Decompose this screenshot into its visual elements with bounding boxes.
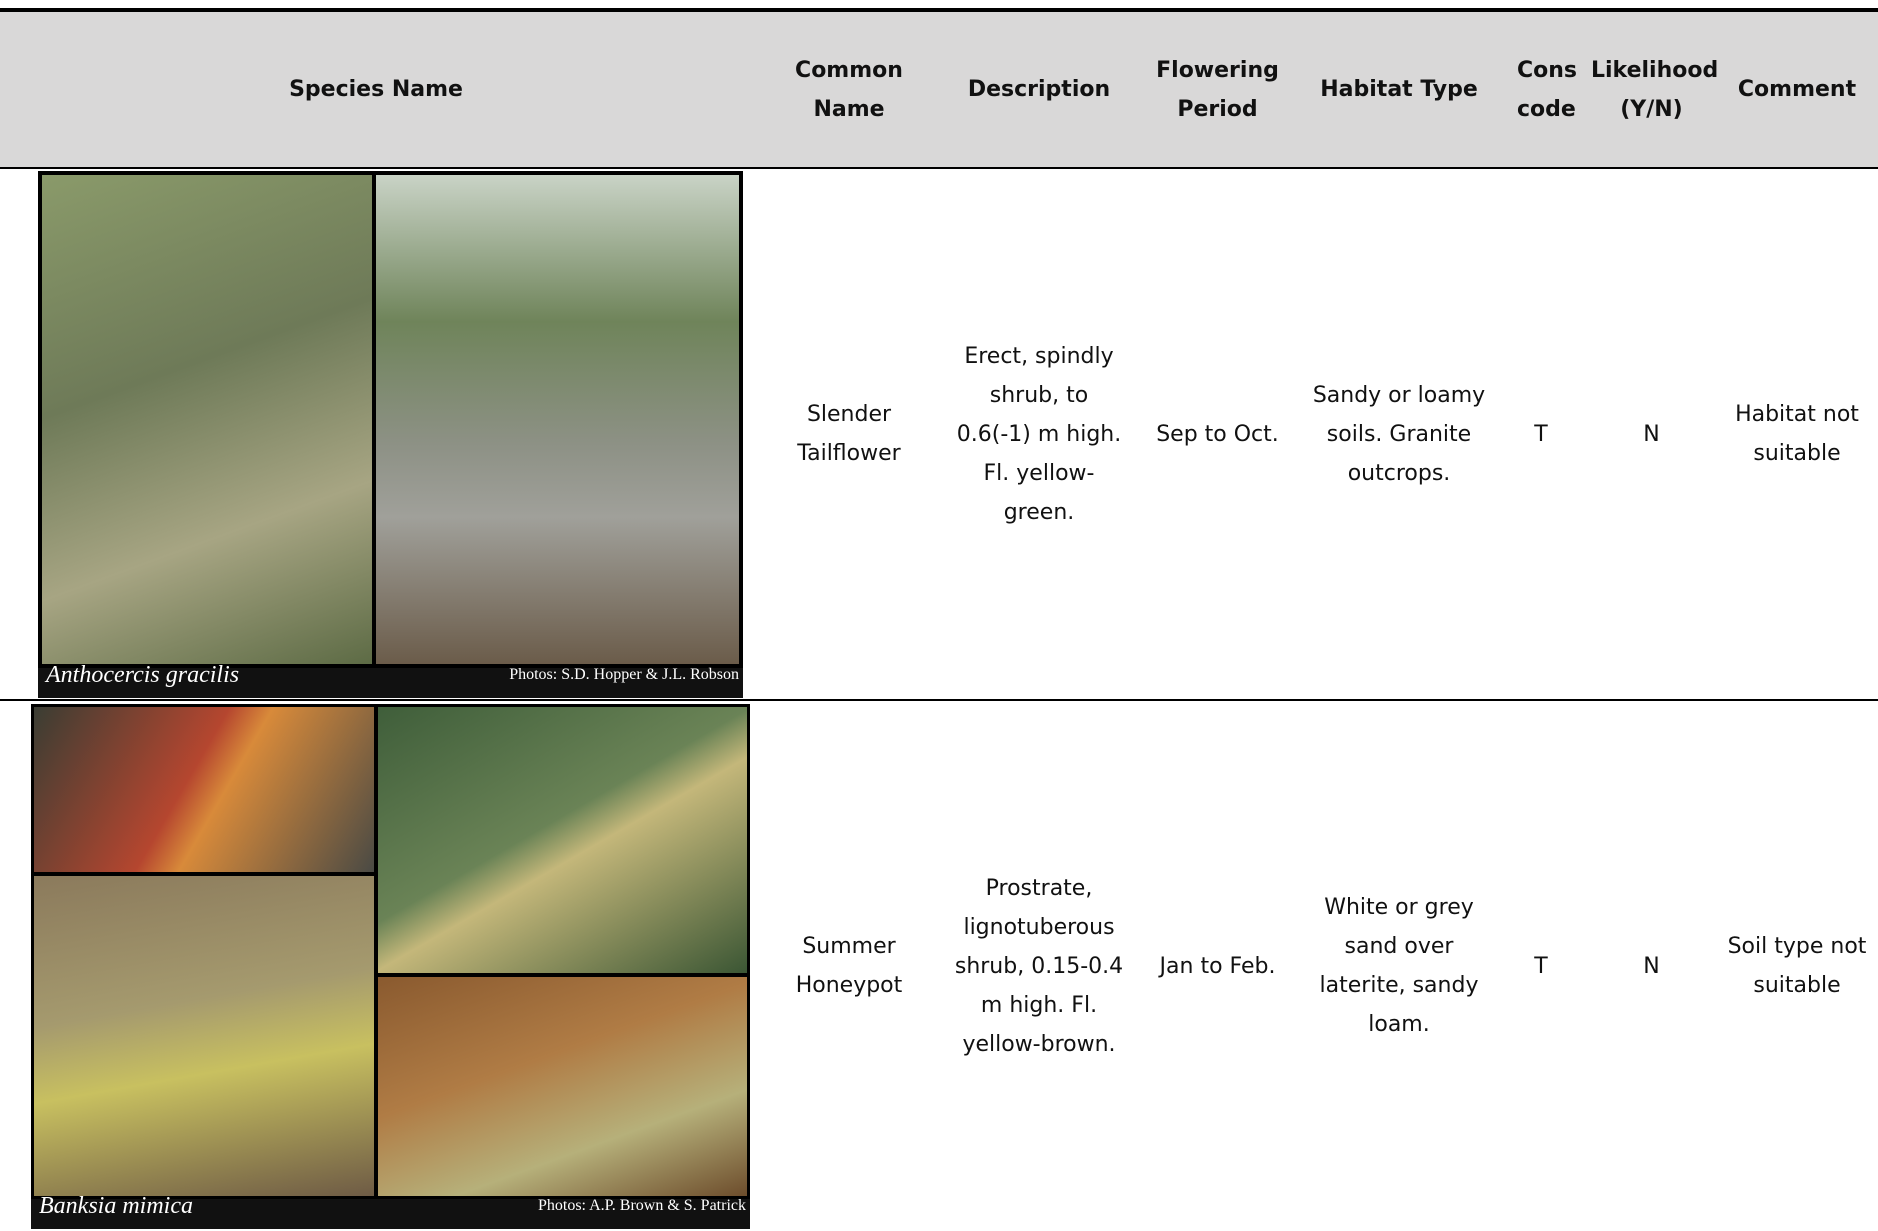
photo-panel: [34, 875, 374, 1196]
comment: Soil type not suitable: [1727, 934, 1867, 998]
habitat-type: White or grey sand over laterite, sandy …: [1319, 895, 1479, 1037]
common-name: Summer Honeypot: [795, 934, 903, 998]
common-name: Slender Tailflower: [752, 168, 946, 701]
photo-caption: Banksia mimica Photos: A.P. Brown & S. Pa…: [31, 1193, 750, 1229]
table-header: Species Name Common Name Description Flo…: [0, 8, 1878, 169]
photo-panel: [378, 976, 747, 1196]
flowering-period: Jan to Feb.: [1159, 953, 1276, 979]
photo-caption: Anthocercis gracilis Photos: S.D. Hopper …: [38, 662, 743, 698]
likelihood: N: [1643, 953, 1660, 979]
photo-panel: [376, 174, 739, 664]
table-row: Banksia mimica Photos: A.P. Brown & S. Pa…: [0, 700, 1878, 1231]
species-photo: Anthocercis gracilis Photos: S.D. Hopper …: [38, 170, 743, 698]
photo-credit: Photos: S.D. Hopper & J.L. Robson: [509, 665, 739, 683]
species-photo: Banksia mimica Photos: A.P. Brown & S. Pa…: [31, 703, 750, 1229]
photo-credit: Photos: A.P. Brown & S. Patrick: [537, 1196, 746, 1214]
column-header: Cons code: [1495, 8, 1587, 169]
species-table: Species Name Common Name Description Flo…: [0, 8, 1878, 1231]
photo-panel: [378, 706, 747, 973]
species-cell: Banksia mimica Photos: A.P. Brown & S. Pa…: [0, 700, 752, 1231]
column-header: Common Name: [752, 8, 946, 169]
species-cell: Anthocercis gracilis Photos: S.D. Hopper …: [0, 168, 752, 701]
photo-panel: [34, 706, 374, 872]
cons-code: T: [1495, 168, 1587, 701]
column-header: Comment: [1716, 8, 1878, 169]
column-header: Description: [946, 8, 1132, 169]
habitat-type: Sandy or loamy soils. Granite outcrops.: [1303, 168, 1495, 701]
column-header: Likelihood (Y/N): [1587, 8, 1718, 169]
table-row: Anthocercis gracilis Photos: S.D. Hopper …: [0, 168, 1878, 701]
flowering-period: Sep to Oct.: [1132, 168, 1303, 701]
species-name: Anthocercis gracilis: [46, 661, 240, 688]
column-header: Flowering Period: [1132, 8, 1303, 169]
photo-panel: [42, 174, 372, 664]
description: Prostrate, lignotuberous shrub, 0.15-0.4…: [954, 875, 1124, 1057]
comment: Habitat not suitable: [1716, 168, 1878, 701]
cons-code: T: [1534, 953, 1548, 979]
description: Erect, spindly shrub, to 0.6(-1) m high.…: [946, 168, 1132, 701]
likelihood: N: [1587, 168, 1716, 701]
column-header: Habitat Type: [1303, 8, 1495, 169]
species-name: Banksia mimica: [39, 1192, 193, 1219]
column-header: Species Name: [0, 8, 752, 169]
